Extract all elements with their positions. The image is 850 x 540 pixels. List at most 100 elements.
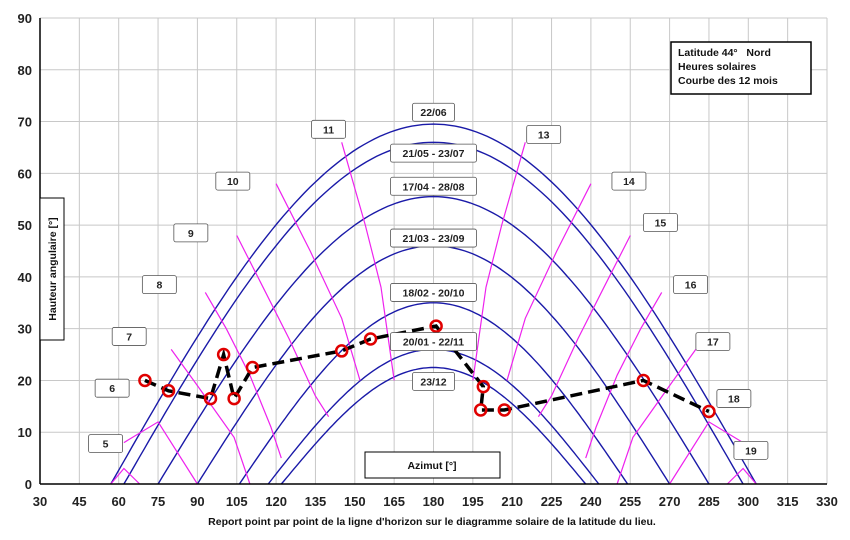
- y-tick-label: 70: [18, 115, 32, 130]
- horizon-point: [161, 384, 176, 398]
- hour-curve-label: 7: [111, 327, 147, 346]
- y-tick-label: 60: [18, 166, 32, 181]
- horizon-point: [497, 403, 512, 417]
- hour-curve-label: 19: [733, 440, 769, 460]
- hour-curve-label: 8: [141, 275, 177, 295]
- svg-text:11: 11: [323, 124, 334, 136]
- y-tick-label: 80: [18, 63, 32, 78]
- svg-text:17/04 - 28/08: 17/04 - 28/08: [403, 181, 465, 193]
- day-curve: [123, 141, 744, 485]
- x-tick-label: 180: [423, 494, 445, 509]
- svg-text:21/05 - 23/07: 21/05 - 23/07: [403, 148, 465, 160]
- svg-text:22/06: 22/06: [420, 107, 446, 119]
- svg-text:7: 7: [126, 331, 132, 343]
- day-curve-label: 22/06: [412, 102, 455, 122]
- hour-curve-label: 15: [643, 213, 678, 232]
- hour-curve-label: 17: [695, 332, 731, 352]
- svg-text:18/02 - 20/10: 18/02 - 20/10: [403, 287, 465, 299]
- x-tick-label: 90: [190, 494, 204, 509]
- hour-curve: [170, 349, 251, 485]
- hour-curve-label: 14: [611, 171, 647, 191]
- y-tick-label: 0: [25, 477, 32, 492]
- hour-curve-label: 18: [716, 389, 752, 408]
- day-curve-label: 21/05 - 23/07: [390, 143, 477, 163]
- day-curve: [110, 123, 757, 485]
- x-axis-title-box: Azimut [°]: [364, 451, 501, 479]
- horizon-point: [476, 379, 491, 394]
- x-tick-label: 210: [501, 494, 523, 509]
- legend-item-curves: Courbe des 12 mois: [678, 75, 778, 87]
- hour-curve-label: 13: [526, 125, 562, 144]
- y-tick-label: 90: [18, 11, 32, 26]
- day-curve: [238, 302, 629, 485]
- svg-text:14: 14: [623, 176, 635, 188]
- x-tick-label: 330: [816, 494, 838, 509]
- y-axis-title-box: Hauteur angulaire [°]: [39, 197, 65, 341]
- hour-curve-label: 5: [88, 434, 123, 454]
- grid-layer: [39, 17, 828, 485]
- svg-text:21/03 - 23/09: 21/03 - 23/09: [403, 233, 465, 245]
- hour-curve: [472, 142, 526, 381]
- hour-curve: [123, 421, 198, 485]
- x-tick-label: 285: [698, 494, 720, 509]
- x-tick-label: 240: [580, 494, 602, 509]
- hour-curve: [275, 183, 361, 381]
- svg-text:15: 15: [655, 218, 667, 230]
- svg-text:19: 19: [745, 445, 757, 457]
- day-curve-label: 23/12: [412, 372, 455, 391]
- svg-text:10: 10: [227, 176, 239, 188]
- svg-text:17: 17: [707, 337, 719, 349]
- horizon-point: [334, 344, 349, 358]
- horizon-point: [363, 332, 378, 346]
- day-curve: [280, 366, 587, 485]
- axes: 30 45 60 75 90 105 120 135 150 165 180 195 210 225 240…: [18, 11, 838, 509]
- svg-text:13: 13: [538, 130, 550, 142]
- hour-curve: [537, 235, 631, 418]
- x-axis-title: Azimut [°]: [407, 460, 456, 472]
- day-curve-label: 21/03 - 23/09: [390, 228, 477, 248]
- x-tick-label: 255: [619, 494, 641, 509]
- x-tick-label: 135: [305, 494, 327, 509]
- x-tick-label: 300: [737, 494, 759, 509]
- x-tick-label: 105: [226, 494, 248, 509]
- x-tick-label: 30: [33, 494, 47, 509]
- x-tick-label: 120: [265, 494, 287, 509]
- hour-curve-label: 11: [311, 119, 346, 139]
- legend-item-hours: Heures solaires: [678, 61, 756, 73]
- svg-text:8: 8: [156, 280, 162, 292]
- y-tick-label: 40: [18, 270, 32, 285]
- x-tick-label: 225: [541, 494, 563, 509]
- svg-text:18: 18: [728, 394, 740, 406]
- day-curve-label: 20/01 - 22/11: [390, 332, 477, 352]
- chart-caption: Report point par point de la ligne d'hor…: [208, 516, 656, 528]
- day-curve: [157, 195, 710, 485]
- y-tick-label: 20: [18, 373, 32, 388]
- x-tick-label: 60: [111, 494, 125, 509]
- x-tick-label: 150: [344, 494, 366, 509]
- legend-box: Latitude 44° Nord Heures solaires Courbe…: [670, 41, 812, 95]
- horizon-point: [429, 319, 443, 333]
- x-tick-label: 75: [151, 494, 165, 509]
- y-tick-label: 30: [18, 322, 32, 337]
- y-tick-label: 50: [18, 218, 32, 233]
- svg-text:20/01 - 22/11: 20/01 - 22/11: [403, 337, 464, 349]
- horizon-point: [138, 373, 152, 388]
- horizon-point: [216, 347, 231, 362]
- horizon-point: [203, 391, 218, 406]
- horizon-point: [636, 373, 651, 388]
- hour-curve: [669, 421, 744, 485]
- x-tick-label: 315: [777, 494, 799, 509]
- hour-curve: [616, 349, 697, 485]
- horizon-point: [227, 391, 241, 406]
- curve-labels: 22/06 21/05 - 23/07 17/04 - 28/08 21/03 - 2…: [88, 102, 769, 460]
- horizon-point: [245, 360, 260, 375]
- svg-text:23/12: 23/12: [420, 376, 446, 388]
- horizon-line: [138, 319, 716, 419]
- hour-curve-label: 16: [673, 275, 708, 295]
- horizon-path: [144, 324, 710, 414]
- hour-curve-label: 9: [173, 223, 209, 243]
- hour-curve: [585, 292, 663, 459]
- svg-text:9: 9: [188, 228, 194, 240]
- hour-curve: [236, 235, 330, 418]
